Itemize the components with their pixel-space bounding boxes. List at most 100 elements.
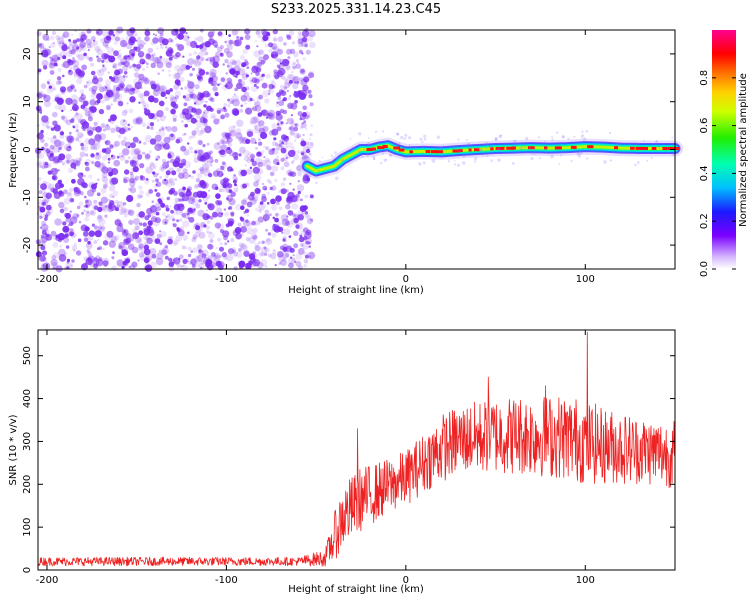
spectrogram-noise-point <box>267 253 272 258</box>
spectrogram-noise-point <box>219 139 225 145</box>
spectrogram-noise-point <box>100 204 107 211</box>
spectrogram-noise-point <box>85 242 93 250</box>
spectrogram-noise-point <box>54 104 61 110</box>
spectrogram-noise-point <box>210 82 215 87</box>
spectrogram-noise-point <box>90 143 97 150</box>
spectrogram-noise-point <box>138 185 143 191</box>
spectrogram-signal-speckle <box>457 163 460 167</box>
spectrogram-noise-point <box>96 192 101 197</box>
spectrogram-noise-point <box>63 252 68 256</box>
spectrogram-noise-point <box>116 204 120 208</box>
spectrogram-noise-point <box>174 95 179 100</box>
spectrogram-noise-point <box>53 57 56 60</box>
spectrogram-signal-speckle <box>567 137 570 140</box>
spectrogram-noise-point <box>258 138 261 141</box>
spectrogram-signal-speckle <box>329 170 333 174</box>
spectrogram-noise-point <box>209 174 213 178</box>
spectrogram-noise-point <box>163 136 171 144</box>
spectrogram-signal-speckle <box>413 145 417 150</box>
spectrogram-noise-point <box>148 150 153 154</box>
spectrogram-noise-point <box>105 45 109 49</box>
spectrogram-noise-point <box>279 188 285 194</box>
spectrogram-noise-point <box>302 133 305 137</box>
spectrogram-noise-point <box>216 109 221 115</box>
spectrogram-noise-point <box>281 62 286 67</box>
spectrogram-noise-point <box>220 165 225 171</box>
spectrogram-noise-point <box>257 33 263 39</box>
spectrogram-noise-point <box>80 94 87 101</box>
spectrogram-noise-point <box>131 167 136 173</box>
spectrogram-noise-point <box>155 183 158 186</box>
spectrogram-noise-point <box>76 46 80 50</box>
spectrogram-noise-point <box>182 172 190 179</box>
spectrogram-noise-point <box>257 222 261 225</box>
spectrogram-noise-point <box>75 137 80 142</box>
spectrogram-noise-point <box>283 81 291 89</box>
spectrogram-noise-point <box>194 98 202 106</box>
spectrogram-noise-point <box>166 213 171 218</box>
spectrogram-noise-point <box>150 216 158 223</box>
spectrogram-noise-point <box>210 97 215 103</box>
spectrogram-noise-point <box>87 49 90 52</box>
spectrogram-noise-point <box>228 34 231 37</box>
spectrogram-noise-point <box>264 247 270 253</box>
spectrogram-noise-point <box>97 238 100 241</box>
spectrogram-noise-point <box>112 195 115 199</box>
spectrogram-noise-point <box>105 181 109 185</box>
spectrogram-noise-point <box>228 39 234 45</box>
spectrogram-signal-speckle <box>523 143 526 147</box>
spectrogram-noise-point <box>221 161 226 166</box>
spectrogram-noise-point <box>249 166 252 169</box>
spectrogram-noise-point <box>225 72 229 75</box>
spectrogram-noise-point <box>133 117 141 125</box>
spectrogram-noise-point <box>110 236 118 243</box>
spectrogram-signal-speckle <box>385 158 387 161</box>
snr-x-tick-label: 0 <box>403 575 409 586</box>
spectrogram-noise-point <box>295 222 303 230</box>
spectrogram-noise-point <box>211 80 218 87</box>
spectrogram-noise-point <box>100 99 105 104</box>
spectrogram-noise-point <box>47 170 52 175</box>
spectrogram-noise-point <box>211 252 216 257</box>
spectrogram-noise-point <box>277 48 284 55</box>
spectrogram-noise-point <box>233 93 236 96</box>
spectrogram-noise-point <box>268 166 273 171</box>
spectrogram-noise-point <box>204 201 208 205</box>
spectrogram-noise-point <box>277 254 286 262</box>
spectrogram-signal-speckle <box>544 147 547 150</box>
spectrogram-noise-point <box>50 42 56 48</box>
spectrogram-noise-point <box>41 250 48 256</box>
spectrogram-noise-point <box>83 174 86 178</box>
spectrogram-signal-speckle <box>330 154 334 157</box>
spectrogram-noise-point <box>303 120 307 123</box>
spectrogram-noise-point <box>75 112 79 116</box>
spectrogram-noise-point <box>152 52 156 57</box>
spectrogram-noise-point <box>60 141 65 146</box>
spectrogram-noise-point <box>285 220 291 226</box>
spectrogram-noise-point <box>296 184 305 192</box>
spectrogram-noise-point <box>122 241 128 247</box>
spectrogram-noise-point <box>264 209 270 215</box>
spectrogram-noise-point <box>303 252 308 257</box>
spectrogram-noise-point <box>196 139 203 145</box>
spectrogram-signal-speckle <box>400 135 404 140</box>
spectrogram-noise-point <box>98 86 105 93</box>
spectrogram-noise-point <box>251 65 259 74</box>
spectrogram-noise-point <box>286 220 293 228</box>
spectrogram-noise-point <box>229 58 236 65</box>
spectrogram-signal-speckle <box>383 143 385 145</box>
spectrogram-noise-point <box>245 44 251 50</box>
spectrogram-noise-point <box>66 135 74 143</box>
spectrogram-noise-point <box>64 207 69 212</box>
spectrogram-noise-point <box>102 30 110 38</box>
spectrogram-noise-point <box>258 49 264 55</box>
spectrogram-noise-point <box>246 213 250 217</box>
spectrogram-noise-point <box>238 153 242 157</box>
spectrogram-noise-point <box>112 34 115 37</box>
spectrogram-noise-point <box>67 191 72 196</box>
spectrogram-noise-point <box>160 91 166 98</box>
spectrogram-signal-speckle <box>581 130 584 133</box>
spectrogram-noise-point <box>86 81 89 84</box>
spectrogram-noise-point <box>69 231 74 237</box>
spectrogram-noise-point <box>261 196 267 203</box>
